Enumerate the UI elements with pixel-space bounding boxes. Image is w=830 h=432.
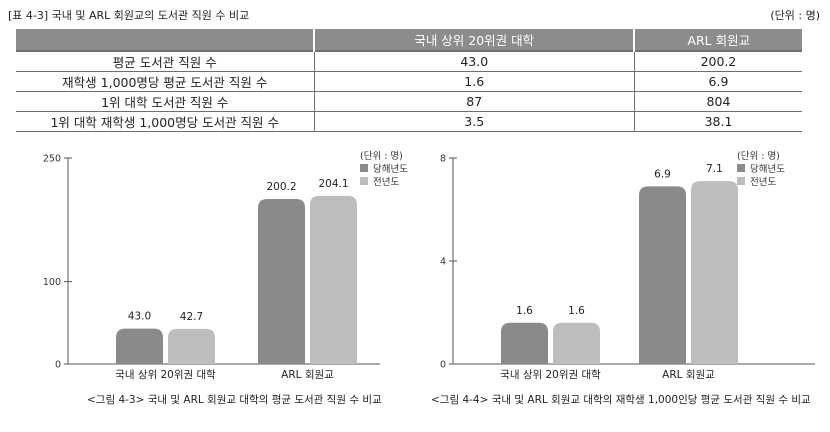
bar-value-label: 1.6	[516, 305, 533, 317]
row-label: 1위 대학 재학생 1,000명당 도서관 직원 수	[16, 111, 314, 132]
bar-value-label: 204.1	[318, 178, 348, 190]
bar	[258, 199, 305, 364]
row-label: 평균 도서관 직원 수	[16, 50, 314, 72]
x-category-label: ARL 회원교	[662, 369, 715, 381]
table-row: 평균 도서관 직원 수 43.0 200.2	[16, 50, 802, 72]
bar-value-label: 200.2	[266, 181, 296, 193]
legend-swatch	[360, 177, 368, 185]
legend-unit: (단위 : 명)	[737, 150, 780, 162]
y-tick-label: 250	[43, 154, 61, 165]
bar	[501, 322, 548, 364]
domestic-value: 87	[313, 91, 635, 112]
domestic-value: 43.0	[313, 50, 635, 72]
legend-label: 전년도	[373, 177, 399, 188]
bar	[639, 186, 686, 364]
domestic-value: 1.6	[313, 71, 635, 92]
y-tick-label: 4	[440, 257, 446, 268]
x-category-label: ARL 회원교	[281, 369, 334, 381]
row-label: 재학생 1,000명당 평균 도서관 직원 수	[16, 71, 314, 92]
bar	[691, 181, 738, 364]
arl-value: 6.9	[633, 71, 802, 92]
table-row: 1위 대학 재학생 1,000명당 도서관 직원 수 3.5 38.1	[16, 111, 802, 132]
legend-label: 당해년도	[750, 163, 785, 175]
bar-value-label: 6.9	[654, 168, 671, 180]
figure-caption-4-4: <그림 4-4> 국내 및 ARL 회원교 대학의 재학생 1,000인당 평균…	[431, 394, 811, 406]
table-header-row: 국내 상위 20위권 대학 ARL 회원교	[16, 29, 802, 51]
x-category-label: 국내 상위 20위권 대학	[500, 368, 601, 381]
arl-value: 804	[633, 91, 802, 112]
table-caption: [표 4-3] 국내 및 ARL 회원교의 도서관 직원 수 비교	[8, 9, 250, 22]
bar-value-label: 43.0	[128, 311, 151, 323]
bar-value-label: 1.6	[568, 305, 585, 317]
bar-value-label: 7.1	[706, 163, 723, 175]
table-header-domestic: 국내 상위 20위권 대학	[312, 29, 635, 51]
bar	[116, 328, 163, 364]
x-category-label: 국내 상위 20위권 대학	[115, 368, 216, 381]
arl-value: 38.1	[633, 111, 802, 132]
y-tick-label: 100	[43, 277, 61, 288]
y-tick-label: 8	[440, 154, 446, 165]
chart-staff-per-1000: 0 4 8 1.6 1.6 국내 상위 20위권 대학 6.9 7.1 ARL 회원교 (단위 :…	[440, 150, 815, 381]
table-header-blank	[16, 29, 314, 51]
arl-value: 200.2	[633, 50, 802, 72]
legend-label: 당해년도	[373, 163, 408, 175]
table-header-arl: ARL 회원교	[633, 29, 802, 51]
legend-label: 전년도	[750, 177, 776, 188]
legend-swatch	[737, 164, 745, 172]
legend-unit: (단위 : 명)	[360, 150, 403, 162]
figure-caption-4-3: <그림 4-3> 국내 및 ARL 회원교 대학의 평균 도서관 직원 수 비교	[87, 394, 382, 406]
bar-value-label: 42.7	[180, 311, 203, 323]
table-row: 재학생 1,000명당 평균 도서관 직원 수 1.6 6.9	[16, 71, 802, 92]
bar	[553, 322, 600, 364]
chart-avg-staff: 0 100 250 43.0 42.7 국내 상위 20위권 대학 200.2 204.1 AR…	[43, 150, 408, 381]
bar	[168, 328, 215, 364]
row-label: 1위 대학 도서관 직원 수	[16, 91, 314, 112]
comparison-table: 국내 상위 20위권 대학 ARL 회원교 평균 도서관 직원 수 43.0 2…	[16, 29, 802, 132]
legend-swatch	[737, 177, 745, 185]
bar	[310, 195, 357, 364]
legend-swatch	[360, 164, 368, 172]
y-tick-label: 0	[55, 360, 61, 371]
table-row: 1위 대학 도서관 직원 수 87 804	[16, 91, 802, 112]
table-unit: (단위 : 명)	[770, 9, 820, 22]
domestic-value: 3.5	[313, 111, 635, 132]
y-tick-label: 0	[440, 360, 446, 371]
